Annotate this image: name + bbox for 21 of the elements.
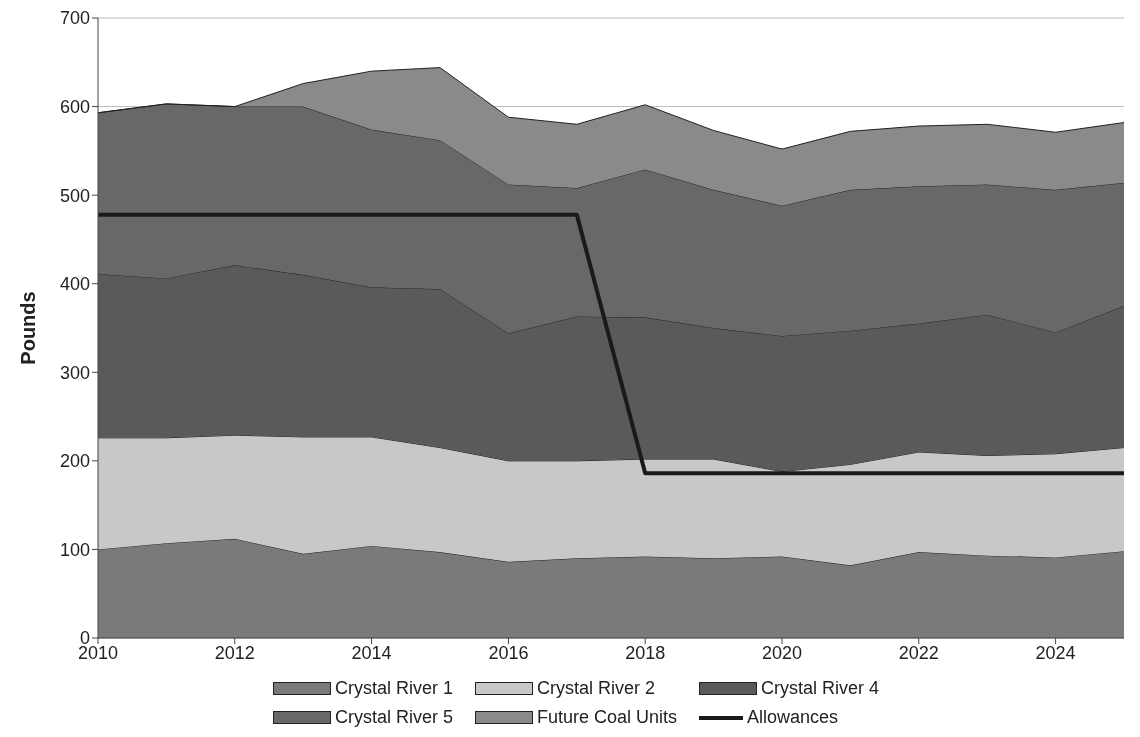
legend-label: Crystal River 2: [536, 678, 655, 699]
y-axis-title: Pounds: [17, 291, 40, 365]
y-tick-label: 400: [59, 274, 90, 295]
y-tick-label: 600: [59, 96, 90, 117]
legend-label: Crystal River 1: [334, 678, 453, 699]
y-tick-label: 300: [59, 362, 90, 383]
y-tick-label: 700: [59, 8, 90, 29]
legend-label: Crystal River 4: [761, 678, 880, 699]
x-tick-label: 2016: [488, 642, 529, 663]
x-tick-label: 2024: [1035, 642, 1076, 663]
y-tick-label: 100: [59, 539, 90, 560]
x-tick-label: 2014: [351, 642, 392, 663]
x-tick-label: 2012: [214, 642, 255, 663]
legend-label: Crystal River 5: [334, 707, 453, 728]
legend-label: Future Coal Units: [536, 707, 678, 728]
y-tick-label: 500: [59, 185, 90, 206]
x-tick-label: 2018: [625, 642, 666, 663]
x-tick-label: 2022: [898, 642, 939, 663]
x-tick-label: 2020: [761, 642, 803, 663]
y-tick-label: 200: [59, 451, 90, 472]
legend-label: Allowances: [747, 707, 839, 728]
